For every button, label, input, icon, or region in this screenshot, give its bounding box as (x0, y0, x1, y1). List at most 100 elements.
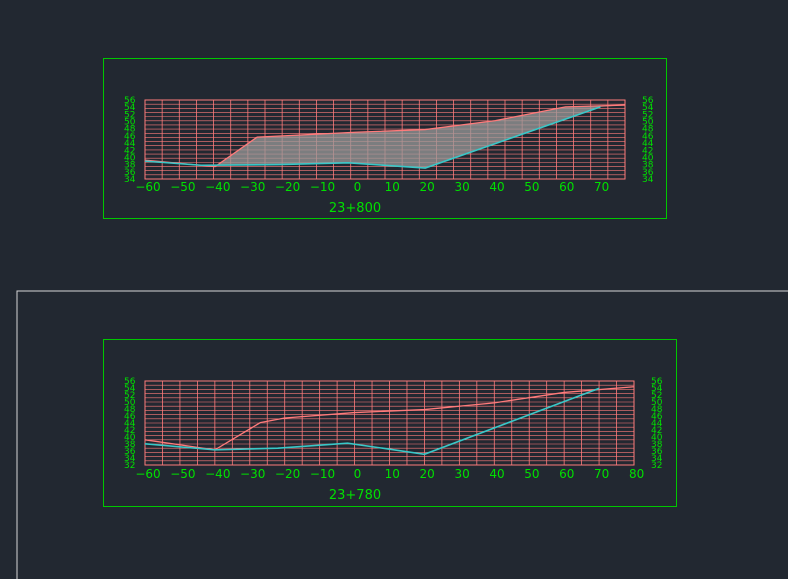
x-axis-labels: −60 −50 −40 −30 −20 −10 0 10 20 30 40 50 60 70 (135, 180, 609, 194)
x-tick-label: 60 (559, 180, 574, 194)
y-tick-label: 50 (642, 118, 654, 128)
x-tick-label: 0 (354, 467, 362, 481)
y-tick-label: 44 (124, 139, 136, 149)
y-tick-label: 54 (124, 384, 136, 394)
design-profile-line (144, 106, 601, 169)
x-tick-label: 10 (385, 180, 400, 194)
y-tick-label: 44 (651, 419, 663, 429)
y-tick-label: 32 (651, 461, 662, 471)
y-tick-label: 40 (124, 433, 136, 443)
ground-profile-line (144, 386, 635, 451)
ground-profile-line (144, 104, 626, 168)
x-tick-label: 30 (454, 467, 469, 481)
x-tick-label: −30 (240, 180, 265, 194)
y-tick-label: 36 (124, 447, 136, 457)
y-tick-label: 48 (124, 125, 136, 135)
x-tick-label: −50 (170, 180, 195, 194)
y-tick-label: 34 (124, 175, 136, 185)
x-tick-label: −50 (170, 467, 195, 481)
x-tick-label: −20 (275, 180, 300, 194)
viewport-border[interactable] (16, 290, 788, 579)
x-axis-labels: −60 −50 −40 −30 −20 −10 0 10 20 30 40 50 60 70 80 (135, 467, 644, 481)
y-tick-label: 52 (651, 391, 662, 401)
y-tick-label: 48 (124, 405, 136, 415)
x-tick-label: 20 (420, 467, 435, 481)
x-tick-label: 0 (354, 180, 362, 194)
y-tick-label: 52 (124, 110, 135, 120)
y-tick-label: 32 (124, 461, 135, 471)
x-tick-label: −60 (135, 180, 160, 194)
y-tick-label: 34 (642, 175, 654, 185)
y-tick-label: 42 (124, 426, 135, 436)
y-tick-label: 46 (651, 412, 663, 422)
y-tick-label: 48 (642, 125, 654, 135)
x-tick-label: −30 (240, 467, 265, 481)
y-tick-label: 54 (651, 384, 663, 394)
y-tick-label: 42 (642, 146, 653, 156)
x-tick-label: 70 (594, 467, 609, 481)
x-tick-label: −20 (275, 467, 300, 481)
x-tick-label: −40 (205, 180, 230, 194)
y-tick-label: 36 (651, 447, 663, 457)
station-label: 23+800 (329, 201, 381, 216)
x-tick-label: 30 (454, 180, 469, 194)
y-tick-label: 36 (642, 168, 654, 178)
x-tick-label: 50 (524, 467, 539, 481)
y-tick-label: 38 (124, 440, 136, 450)
y-tick-label: 44 (642, 139, 654, 149)
x-tick-label: −10 (310, 180, 335, 194)
section-grid (144, 380, 635, 466)
y-tick-label: 44 (124, 419, 136, 429)
section-frame (103, 58, 667, 219)
x-tick-label: 50 (524, 180, 539, 194)
y-tick-label: 38 (651, 440, 663, 450)
y-tick-label: 40 (642, 153, 654, 163)
x-tick-label: 80 (629, 467, 644, 481)
x-tick-label: 10 (385, 467, 400, 481)
design-profile-line (144, 387, 600, 456)
y-tick-label: 50 (651, 398, 663, 408)
x-tick-label: 40 (489, 180, 504, 194)
y-tick-label: 42 (651, 426, 662, 436)
x-tick-label: 60 (559, 467, 574, 481)
y-tick-label: 34 (124, 454, 136, 464)
cut-fill-hatch (145, 105, 625, 169)
y-tick-label: 52 (642, 110, 653, 120)
station-label: 23+780 (329, 488, 381, 503)
y-tick-label: 48 (651, 405, 663, 415)
y-tick-label: 42 (124, 146, 135, 156)
y-tick-label: 56 (642, 96, 654, 106)
x-tick-label: 20 (420, 180, 435, 194)
x-tick-label: −10 (310, 467, 335, 481)
y-tick-label: 54 (642, 103, 654, 113)
x-tick-label: −40 (205, 467, 230, 481)
y-tick-label: 40 (124, 153, 136, 163)
x-tick-label: 70 (594, 180, 609, 194)
y-tick-label: 52 (124, 391, 135, 401)
y-tick-label: 34 (651, 454, 663, 464)
section-frame (103, 339, 677, 507)
y-tick-label: 56 (124, 96, 136, 106)
y-tick-label: 38 (642, 161, 654, 171)
y-tick-label: 56 (651, 377, 663, 387)
y-tick-label: 36 (124, 168, 136, 178)
y-tick-label: 56 (124, 377, 136, 387)
x-tick-label: −60 (135, 467, 160, 481)
y-tick-label: 46 (124, 132, 136, 142)
y-tick-label: 54 (124, 103, 136, 113)
y-tick-label: 50 (124, 398, 136, 408)
y-tick-label: 46 (642, 132, 654, 142)
y-tick-label: 50 (124, 118, 136, 128)
y-tick-label: 40 (651, 433, 663, 443)
y-tick-label: 46 (124, 412, 136, 422)
y-tick-label: 38 (124, 161, 136, 171)
x-tick-label: 40 (489, 467, 504, 481)
